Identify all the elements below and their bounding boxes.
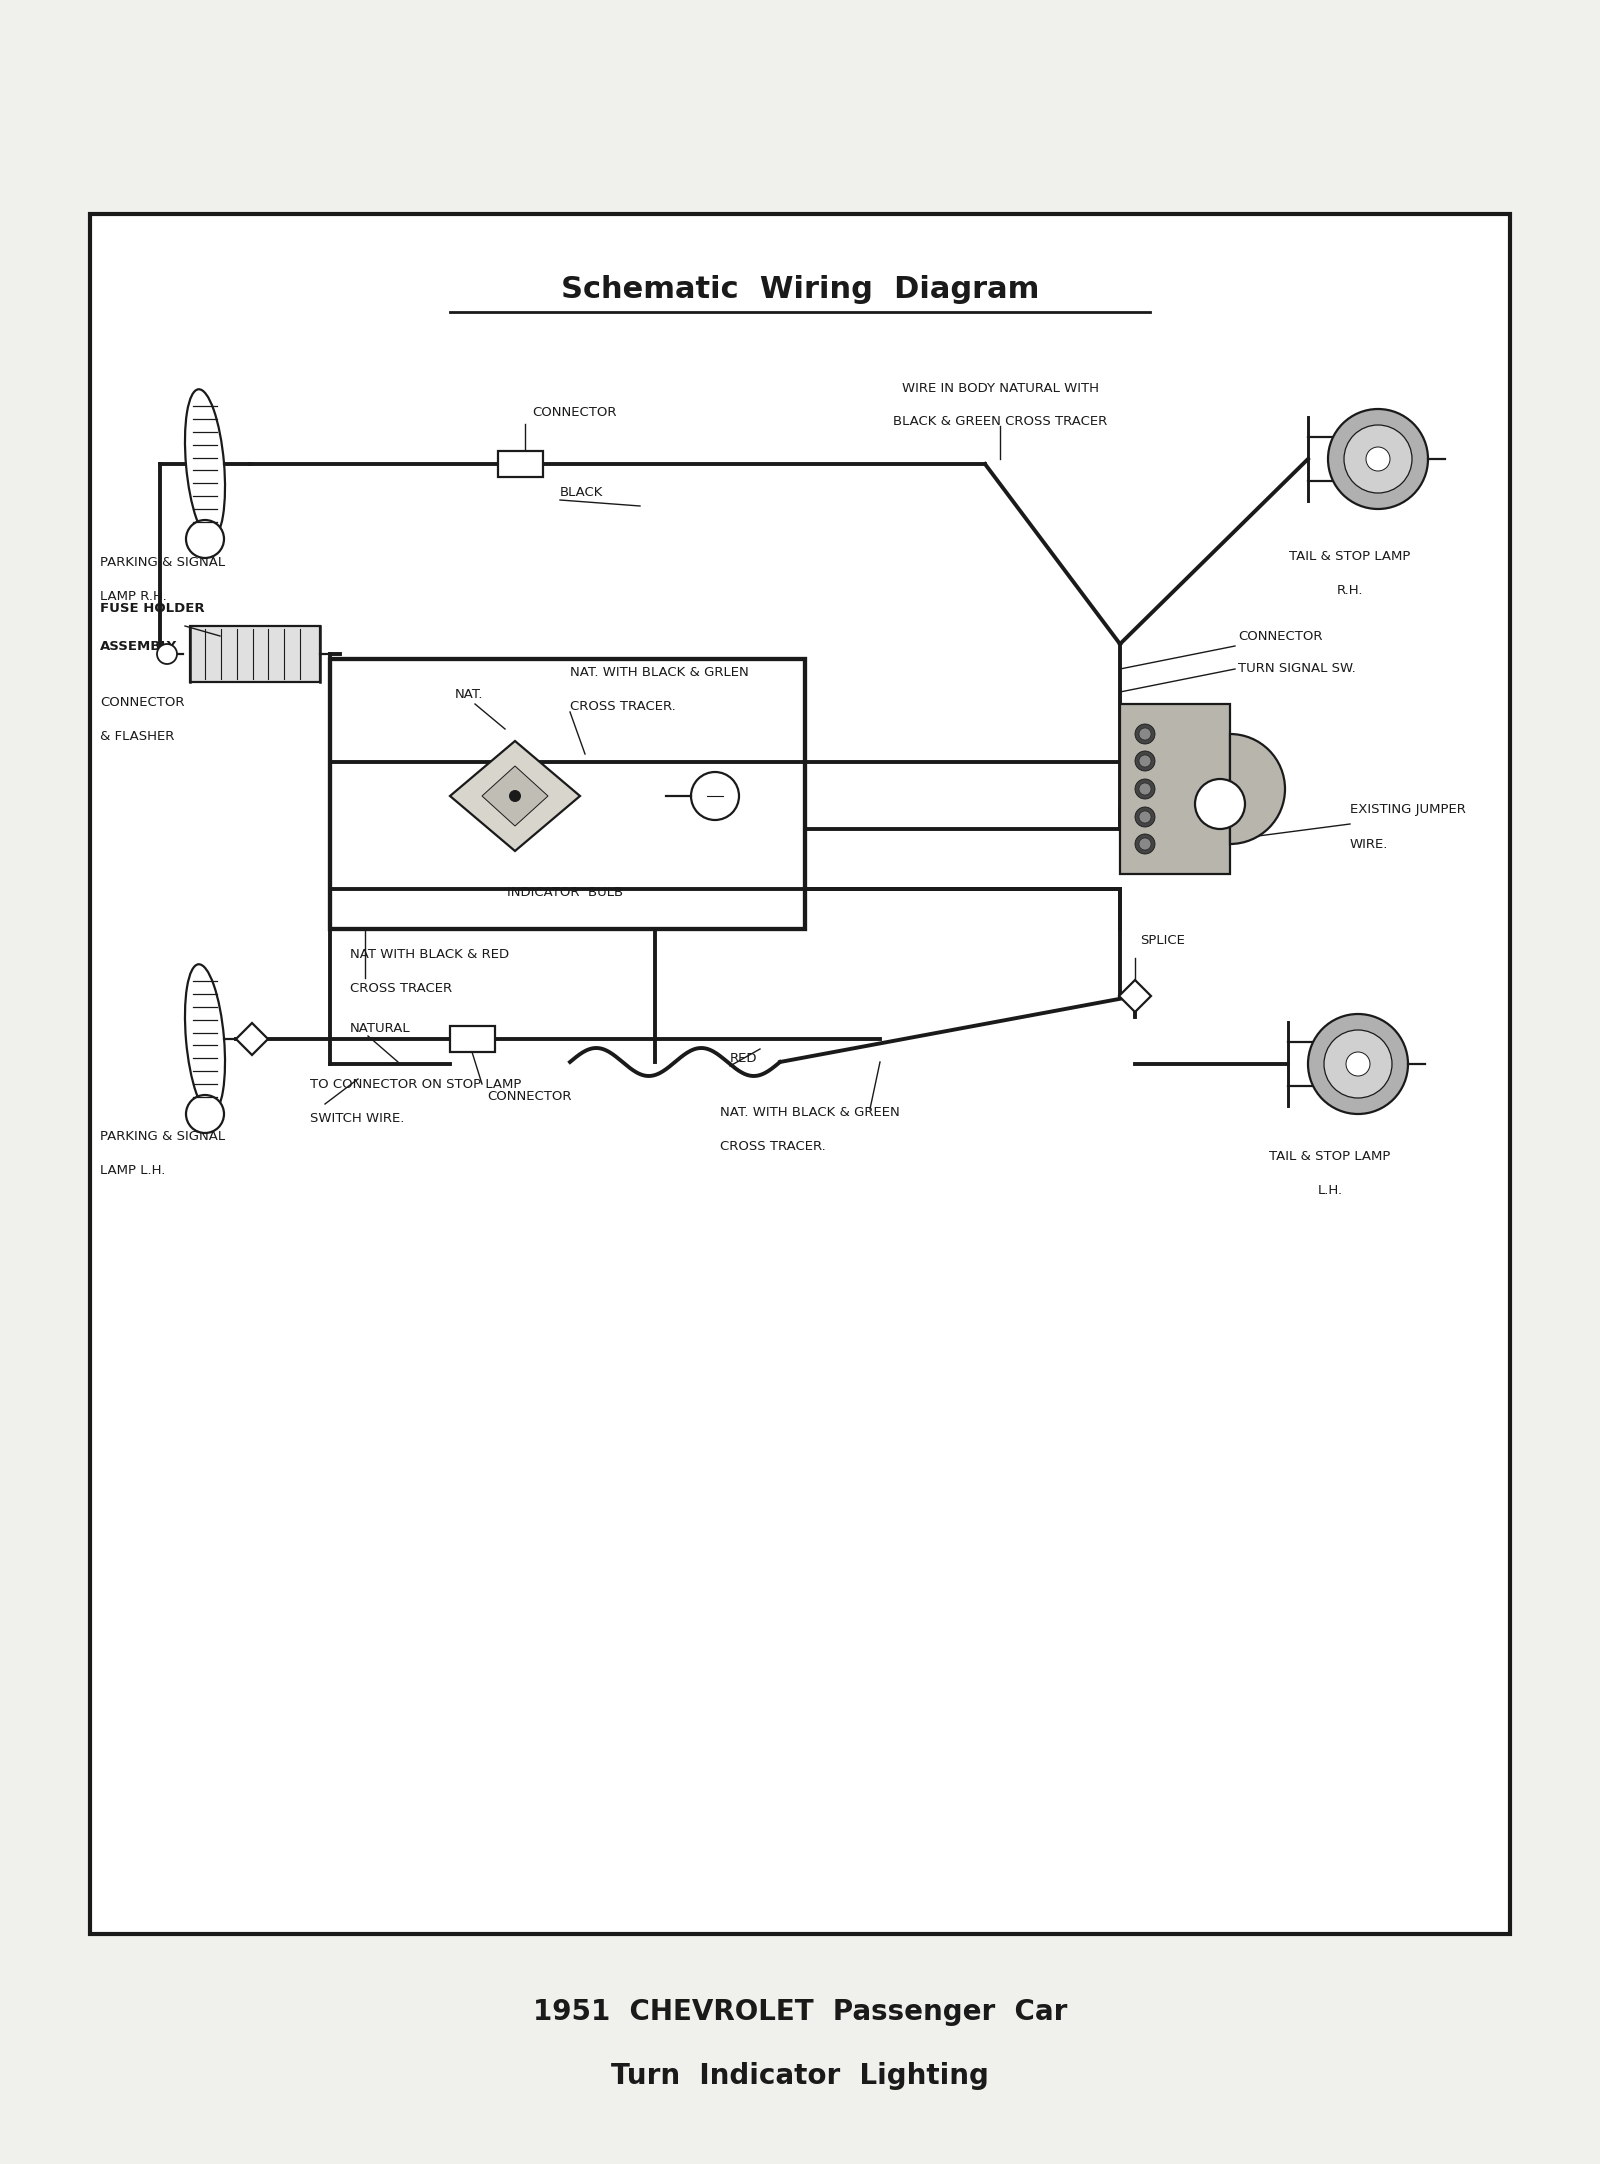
Circle shape <box>509 790 522 803</box>
Text: PARKING & SIGNAL: PARKING & SIGNAL <box>99 556 226 569</box>
Polygon shape <box>450 740 581 850</box>
Text: PARKING & SIGNAL: PARKING & SIGNAL <box>99 1130 226 1143</box>
Wedge shape <box>1230 734 1285 844</box>
Text: TAIL & STOP LAMP: TAIL & STOP LAMP <box>1269 1149 1390 1162</box>
Text: INDICATOR  BULB: INDICATOR BULB <box>507 885 622 898</box>
Text: FUSE HOLDER: FUSE HOLDER <box>99 602 205 615</box>
Text: CROSS TRACER.: CROSS TRACER. <box>720 1140 826 1153</box>
Circle shape <box>1139 755 1150 766</box>
Circle shape <box>1344 424 1413 493</box>
Ellipse shape <box>186 965 226 1114</box>
Text: NAT WITH BLACK & RED: NAT WITH BLACK & RED <box>350 948 509 961</box>
Text: CROSS TRACER.: CROSS TRACER. <box>570 699 675 712</box>
Text: Turn  Indicator  Lighting: Turn Indicator Lighting <box>611 2062 989 2090</box>
Polygon shape <box>237 1024 269 1056</box>
FancyBboxPatch shape <box>90 214 1510 1935</box>
Text: Schematic  Wiring  Diagram: Schematic Wiring Diagram <box>562 275 1038 303</box>
Circle shape <box>1134 725 1155 744</box>
Text: & FLASHER: & FLASHER <box>99 729 174 742</box>
Text: BLACK: BLACK <box>560 485 603 498</box>
Text: CONNECTOR: CONNECTOR <box>1238 630 1323 643</box>
Circle shape <box>1309 1015 1408 1114</box>
Circle shape <box>1346 1052 1370 1076</box>
Text: NAT. WITH BLACK & GRLEN: NAT. WITH BLACK & GRLEN <box>570 667 749 679</box>
Text: L.H.: L.H. <box>1317 1184 1342 1197</box>
Circle shape <box>691 773 739 820</box>
Text: CONNECTOR: CONNECTOR <box>99 695 184 708</box>
Circle shape <box>186 1095 224 1134</box>
Circle shape <box>1139 727 1150 740</box>
Text: SPLICE: SPLICE <box>1139 935 1186 948</box>
Text: TO CONNECTOR ON STOP LAMP: TO CONNECTOR ON STOP LAMP <box>310 1078 522 1091</box>
Circle shape <box>1139 783 1150 794</box>
Text: LAMP L.H.: LAMP L.H. <box>99 1164 165 1177</box>
Text: WIRE.: WIRE. <box>1350 837 1389 850</box>
Text: WIRE IN BODY NATURAL WITH: WIRE IN BODY NATURAL WITH <box>901 383 1099 396</box>
Circle shape <box>1134 751 1155 770</box>
Circle shape <box>1328 409 1429 509</box>
Text: TAIL & STOP LAMP: TAIL & STOP LAMP <box>1290 550 1411 563</box>
Text: NATURAL: NATURAL <box>350 1024 411 1037</box>
Text: CONNECTOR: CONNECTOR <box>531 405 616 418</box>
Text: RED: RED <box>730 1052 757 1065</box>
Text: LAMP R.H.: LAMP R.H. <box>99 589 166 602</box>
Text: R.H.: R.H. <box>1336 584 1363 597</box>
Circle shape <box>1139 812 1150 822</box>
Text: NAT. WITH BLACK & GREEN: NAT. WITH BLACK & GREEN <box>720 1106 899 1119</box>
Bar <box>498 450 542 476</box>
Ellipse shape <box>186 390 226 539</box>
Circle shape <box>1134 779 1155 799</box>
Text: TURN SIGNAL SW.: TURN SIGNAL SW. <box>1238 662 1355 675</box>
Text: BLACK & GREEN CROSS TRACER: BLACK & GREEN CROSS TRACER <box>893 415 1107 428</box>
Bar <box>330 660 805 928</box>
Text: SWITCH WIRE.: SWITCH WIRE. <box>310 1112 405 1125</box>
Circle shape <box>1195 779 1245 829</box>
Bar <box>450 1026 494 1052</box>
Text: EXISTING JUMPER: EXISTING JUMPER <box>1350 803 1466 816</box>
Circle shape <box>1134 833 1155 855</box>
Circle shape <box>186 519 224 558</box>
Text: CROSS TRACER: CROSS TRACER <box>350 982 453 995</box>
Text: 1951  CHEVROLET  Passenger  Car: 1951 CHEVROLET Passenger Car <box>533 1997 1067 2026</box>
Circle shape <box>1139 837 1150 850</box>
Bar <box>190 625 320 682</box>
Circle shape <box>1325 1030 1392 1097</box>
Text: NAT.: NAT. <box>454 688 483 701</box>
Polygon shape <box>1118 980 1150 1013</box>
Text: ASSEMBLY: ASSEMBLY <box>99 641 178 654</box>
Circle shape <box>1134 807 1155 827</box>
Bar <box>1120 703 1230 874</box>
Circle shape <box>1366 448 1390 472</box>
Text: CONNECTOR: CONNECTOR <box>486 1091 571 1104</box>
Polygon shape <box>482 766 547 827</box>
Circle shape <box>157 645 178 664</box>
